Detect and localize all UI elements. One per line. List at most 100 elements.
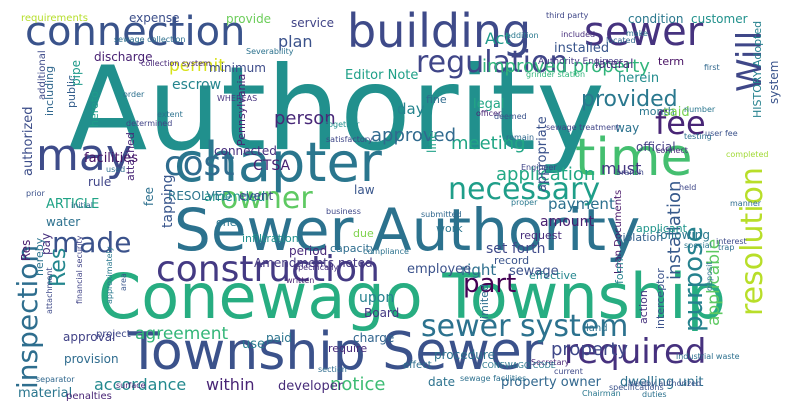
word-due: due	[353, 227, 374, 240]
word-may: may	[36, 130, 132, 181]
word-provision: provision	[64, 352, 119, 366]
word-require: require	[328, 342, 368, 355]
word-paid: paid	[266, 331, 292, 345]
word-act: Act	[485, 29, 511, 48]
word-form: form	[613, 258, 626, 284]
word-official: official	[636, 140, 676, 154]
word-testing: testing	[684, 132, 712, 141]
word-make: make	[626, 29, 648, 38]
word-section: section	[318, 365, 347, 374]
word-amendments-noted: Amendments noted	[254, 256, 373, 270]
word-sewer-authority: Sewer Authority	[174, 196, 641, 264]
word-request: request	[520, 229, 562, 242]
word-provide: provide	[226, 12, 272, 26]
word-industrial-waste: industrial waste	[676, 352, 740, 361]
word-within: within	[206, 375, 255, 394]
word-located: located	[606, 36, 636, 45]
word-infiltration: infiltration	[242, 232, 299, 245]
word-hereby: hereby	[33, 237, 46, 276]
word-special: special	[684, 241, 712, 250]
word-interceptor: interceptor	[654, 268, 667, 329]
word-procedure: procedure	[434, 348, 495, 362]
word-lateral: lateral	[595, 57, 634, 71]
word-upon: upon	[359, 290, 395, 306]
word-submitted: submitted	[421, 210, 462, 219]
word-regulation: regulation	[416, 45, 569, 80]
word-requirements: requirements	[21, 13, 88, 24]
word-line: line	[425, 131, 439, 153]
word-pipe: pipe	[69, 60, 83, 86]
word-severability: Severability	[246, 47, 294, 56]
word-hereto: hereto	[88, 91, 101, 127]
word-herein: herein	[618, 71, 660, 86]
word-chapter: chapter	[174, 131, 382, 194]
word-area: area	[119, 273, 128, 291]
word-time: time	[575, 128, 693, 188]
word-payment: payment	[548, 195, 615, 213]
word-collection-system: collection system	[141, 59, 211, 68]
word-included: included	[561, 30, 596, 39]
word-separator: separator	[36, 375, 75, 384]
word-approximately: approximately	[105, 246, 114, 305]
word-secretary: Secretary	[531, 358, 570, 367]
word-initial: initial	[71, 201, 93, 210]
word-said: said	[663, 105, 690, 120]
word-water: water	[46, 215, 81, 229]
word-work: work	[436, 222, 463, 235]
word-fee: fee	[142, 187, 156, 206]
word-sewer-system: sewer system	[421, 309, 629, 344]
word-rule: rule	[88, 175, 112, 189]
word-deposit: deposit	[705, 261, 714, 292]
word-editor-note: Editor Note	[345, 68, 419, 83]
word-right: right	[461, 261, 497, 279]
word-trap: trap	[718, 243, 735, 252]
word-user-fee: user fee	[705, 129, 738, 138]
word-use: use	[242, 337, 266, 352]
word-branch: branch	[616, 168, 644, 177]
word-sewage-facilities: sewage facilities	[460, 374, 527, 383]
word-res: Res	[19, 239, 33, 261]
word-approved: approved	[371, 125, 457, 146]
word-together: together	[325, 120, 360, 129]
word-fee: fee	[655, 104, 706, 142]
word-current: current	[554, 367, 583, 376]
word-conewago-township: Conewago Township	[98, 260, 726, 333]
word-event: event	[239, 189, 274, 203]
word-deemed: deemed	[494, 112, 527, 121]
word-sewage-collection: sewage collection	[114, 35, 186, 44]
word-period: period	[289, 244, 328, 258]
word-notice: notice	[330, 374, 386, 395]
word-escrow: escrow	[172, 77, 222, 93]
word-written: written	[286, 276, 315, 285]
word-land: land	[586, 323, 608, 334]
word-used: used	[106, 165, 126, 174]
word-permit: permit	[169, 56, 225, 76]
word-way: way	[615, 121, 640, 135]
word-accordance: accordance	[94, 375, 187, 394]
word-officer: officer	[476, 109, 502, 118]
word-grinder-station: grinder station	[526, 70, 586, 79]
word-building: building	[347, 4, 532, 58]
word-employee: employee	[407, 262, 472, 277]
word-limited: limited	[478, 284, 491, 322]
word-engineer: Engineer	[521, 163, 557, 172]
word-number: number	[684, 105, 716, 114]
word-sewer: sewer	[584, 9, 704, 55]
word-must: must	[601, 159, 642, 178]
word-attached: attached	[124, 132, 137, 181]
word-history-adopted: HISTORY Adopted	[751, 20, 764, 118]
word-expense: expense	[129, 11, 180, 25]
word-approval: approval	[63, 330, 116, 344]
word-third-party: third party	[546, 11, 589, 20]
word-amended: amended	[204, 190, 266, 205]
word-property: property	[551, 339, 629, 360]
word-provided: provided	[581, 87, 678, 112]
word-authority: Authority	[68, 42, 605, 177]
word-article: ARTICLE	[46, 197, 100, 212]
word-part: part	[463, 269, 517, 299]
word-date: date	[428, 375, 456, 389]
word-authorized: authorized	[21, 106, 36, 176]
word-pennsylvania: Pennsylvania	[235, 73, 248, 146]
word-fine: fine	[426, 93, 447, 106]
word-addition: addition	[506, 31, 539, 40]
